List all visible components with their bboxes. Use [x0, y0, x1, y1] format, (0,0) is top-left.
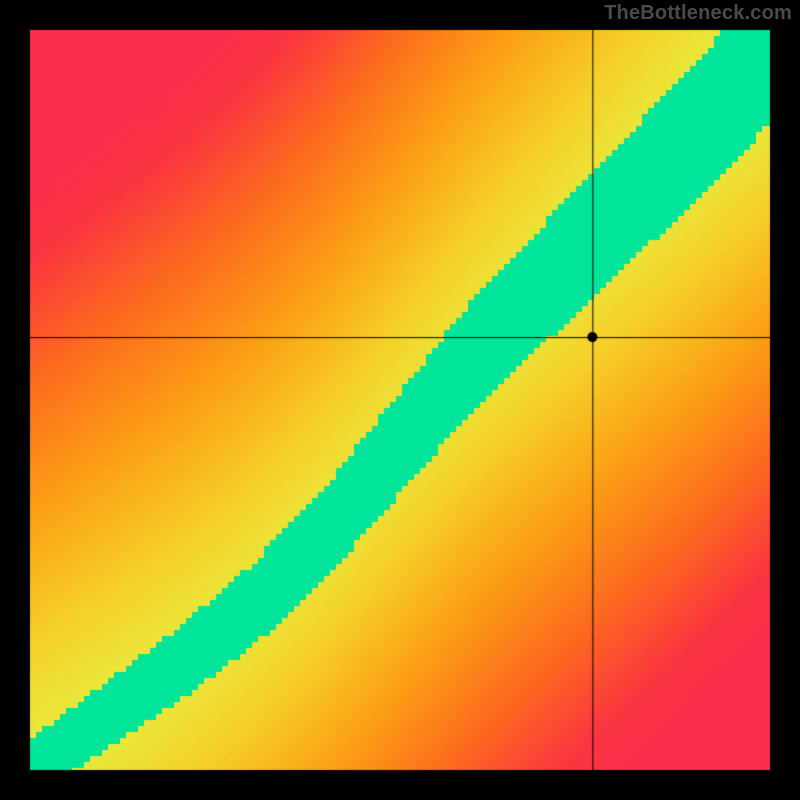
- figure-container: TheBottleneck.com: [0, 0, 800, 800]
- watermark-text: TheBottleneck.com: [604, 2, 792, 25]
- bottleneck-heatmap-canvas: [0, 0, 800, 800]
